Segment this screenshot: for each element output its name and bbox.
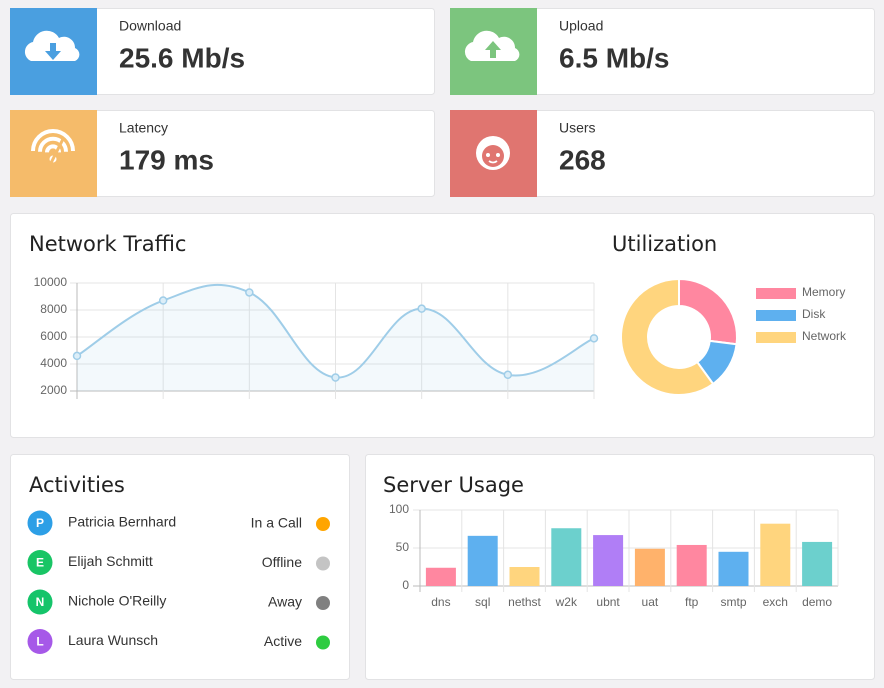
y-tick-label: 4000 [40, 356, 67, 370]
point [589, 334, 599, 343]
y-tick-label: 50 [396, 540, 410, 554]
legend-swatch [756, 288, 796, 299]
status-dot [316, 556, 330, 571]
stat-icon-box [10, 110, 97, 197]
y-tick-label: 2000 [40, 383, 67, 397]
y-tick-label: 0 [402, 578, 409, 592]
icon-eye [486, 153, 490, 157]
avatar [27, 550, 53, 575]
avatar [27, 510, 53, 536]
x-tick-label: uat [642, 595, 659, 609]
activity-name: Laura Wunsch [68, 632, 158, 648]
legend-label: Memory [802, 285, 845, 299]
stat-icon [31, 129, 75, 168]
stat-label: Upload [559, 18, 603, 34]
icon-arrow [45, 43, 61, 60]
avatar-initial: E [36, 556, 44, 570]
x-tick-label: smtp [720, 595, 746, 609]
icon-wave [38, 136, 68, 152]
bar [760, 523, 791, 586]
legend-label: Disk [802, 307, 826, 321]
stat-icon [464, 30, 520, 61]
y-tick-label: 6000 [40, 329, 67, 343]
panel-title: Utilization [612, 232, 717, 256]
avatar [27, 629, 53, 654]
activity-name: Patricia Bernhard [68, 514, 176, 530]
legend-label: Network [802, 329, 847, 343]
bar [718, 551, 749, 586]
stat-icon [476, 136, 510, 170]
icon-eye [496, 153, 500, 157]
bar [551, 528, 582, 586]
x-tick-label: sql [475, 595, 490, 609]
stat-value: 268 [559, 144, 606, 175]
bar [509, 567, 540, 586]
activity-name: Nichole O'Reilly [68, 593, 166, 609]
stat-value: 179 ms [119, 144, 214, 175]
x-tick-label: dns [431, 595, 450, 609]
y-tick-label: 10000 [34, 275, 68, 289]
stat-value: 25.6 Mb/s [119, 42, 245, 73]
icon-arrow [485, 41, 501, 58]
icon-wave [31, 129, 75, 152]
bar [634, 548, 665, 586]
x-tick-label: w2k [555, 595, 578, 609]
stat-label: Users [559, 120, 596, 136]
stat-label: Latency [119, 120, 168, 136]
stat-value: 6.5 Mb/s [559, 42, 669, 73]
icon-face-inner [482, 145, 504, 167]
icon-mouth [488, 160, 498, 164]
bar [467, 535, 498, 586]
avatar [27, 589, 53, 615]
legend-swatch [756, 310, 796, 321]
doughnut-slice [620, 277, 715, 396]
activity-status: Offline [262, 554, 302, 570]
point [331, 373, 340, 382]
bar [593, 535, 624, 586]
line-area [77, 284, 594, 391]
panel-title: Server Usage [383, 473, 524, 497]
status-dot [316, 635, 330, 650]
status-dot [316, 596, 330, 610]
avatar-initial: P [36, 516, 44, 530]
panel-title: Activities [29, 473, 125, 497]
x-tick-label: ubnt [596, 595, 620, 609]
x-tick-label: nethst [508, 595, 541, 609]
panel-title: Network Traffic [29, 232, 186, 256]
point [158, 296, 168, 305]
activity-status: Away [268, 594, 302, 610]
activity-status: In a Call [251, 515, 302, 531]
point [503, 370, 513, 380]
status-dot [316, 517, 330, 531]
avatar-initial: L [36, 635, 43, 649]
activity-name: Elijah Schmitt [68, 553, 153, 569]
x-tick-label: exch [763, 595, 788, 609]
x-tick-label: ftp [685, 595, 699, 609]
point [245, 288, 254, 297]
y-tick-label: 100 [389, 502, 409, 516]
bar [425, 567, 456, 586]
legend-swatch [756, 332, 796, 343]
y-tick-label: 8000 [40, 302, 67, 316]
bar [802, 541, 833, 586]
bar [676, 544, 707, 586]
activities-panel [10, 454, 350, 680]
stat-icon [24, 30, 80, 61]
x-tick-label: demo [802, 595, 832, 609]
activity-status: Active [264, 633, 302, 649]
stat-label: Download [119, 18, 181, 34]
point [417, 304, 426, 313]
point [72, 351, 82, 361]
avatar-initial: N [36, 595, 45, 609]
icon-slash [47, 138, 65, 168]
